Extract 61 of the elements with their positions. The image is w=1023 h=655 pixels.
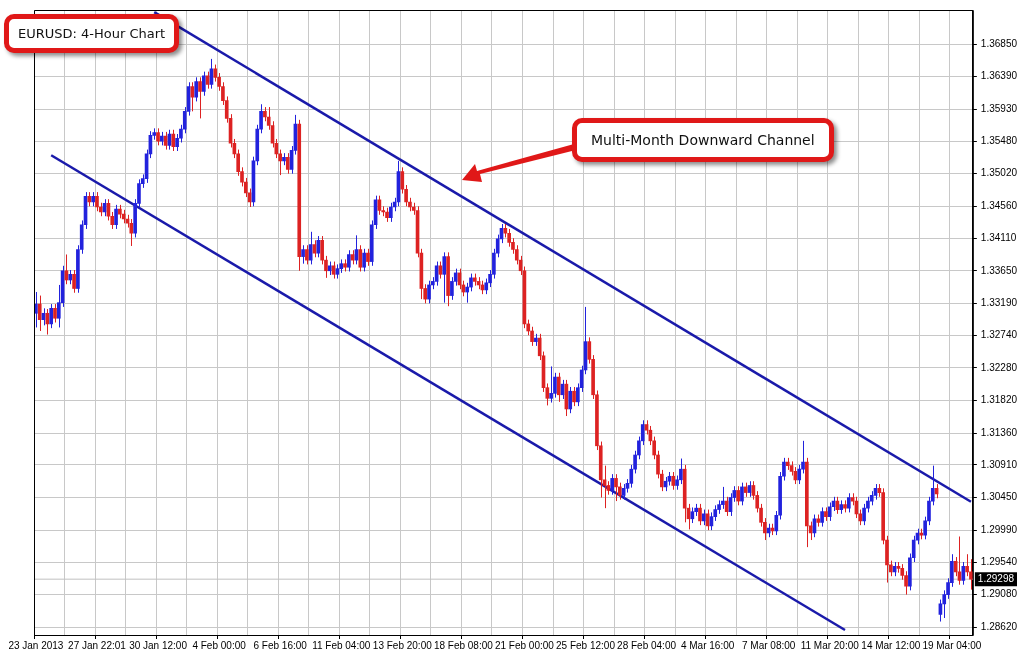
- x-tick-label: 25 Feb 12:00: [556, 639, 616, 651]
- x-tick-label: 27 Jan 22:01: [68, 639, 127, 651]
- x-tick-label: 23 Jan 2013: [8, 639, 64, 651]
- x-tick-label: 14 Mar 12:00: [861, 639, 921, 651]
- x-tick-label: 6 Feb 16:00: [253, 639, 308, 651]
- y-tick-label: 1.31820: [980, 394, 1018, 406]
- y-tick-label: 1.29080: [980, 588, 1018, 600]
- candlestick: [362, 248, 366, 272]
- candlestick: [202, 71, 206, 97]
- y-tick-label: 1.34110: [980, 231, 1017, 243]
- y-tick-label: 1.36850: [980, 37, 1018, 49]
- candlestick: [450, 276, 454, 301]
- candlestick: [740, 482, 744, 506]
- y-tick-label: 1.34560: [980, 200, 1018, 212]
- x-tick-label: 4 Feb 00:00: [192, 639, 247, 651]
- y-tick-label: 1.28620: [980, 620, 1018, 632]
- x-tick-label: 13 Feb 20:00: [372, 639, 433, 651]
- text: EURUSD: 4-Hour Chart: [4, 14, 180, 53]
- candlestick: [572, 386, 576, 407]
- annotation: Multi-Month Downward Channel: [572, 118, 834, 162]
- candlestick: [549, 365, 553, 404]
- y-tick-label: 1.29540: [980, 555, 1018, 567]
- candlestick: [427, 280, 431, 304]
- ref-line-label: 1.29298: [977, 572, 1015, 584]
- candlestick: [614, 473, 618, 502]
- y-tick-label: 1.32740: [980, 329, 1018, 341]
- x-tick-label: 4 Mar 16:00: [680, 639, 735, 651]
- candlestick: [301, 244, 305, 265]
- candlestick: [308, 231, 313, 265]
- candlestick: [556, 372, 561, 403]
- candlestick: [724, 496, 729, 517]
- candlestick: [961, 561, 966, 586]
- y-tick-label: 1.36390: [980, 70, 1018, 82]
- candlestick: [965, 553, 969, 577]
- candlestick: [198, 76, 202, 119]
- candlestick: [49, 303, 53, 329]
- x-tick-label: 19 Mar 04:00: [922, 639, 982, 651]
- y-tick-label: 1.32280: [980, 361, 1018, 373]
- x-tick-label: 30 Jan 12:00: [129, 639, 188, 651]
- x-tick-label: 11 Feb 04:00: [312, 639, 371, 651]
- x-tick-label: 18 Feb 08:00: [433, 639, 494, 651]
- y-tick-label: 1.35930: [980, 102, 1018, 114]
- candlestick: [37, 295, 42, 332]
- candlestick: [53, 303, 57, 323]
- x-tick-label: 21 Feb 00:00: [494, 639, 555, 651]
- x-tick-label: 11 Mar 20:00: [800, 639, 860, 651]
- y-tick-label: 1.35480: [980, 134, 1018, 146]
- y-tick-label: 1.31360: [980, 426, 1018, 438]
- candlestick: [568, 386, 573, 414]
- y-tick-label: 1.29990: [980, 523, 1018, 535]
- y-tick-label: 1.30910: [980, 458, 1018, 470]
- candlestick: [129, 218, 134, 247]
- y-tick-label: 1.33190: [980, 297, 1018, 309]
- x-tick-label: 28 Feb 04:00: [617, 639, 677, 651]
- candlestick: [305, 244, 309, 265]
- candlestick: [721, 486, 725, 510]
- y-tick-label: 1.33650: [980, 264, 1018, 276]
- candlestick: [194, 76, 199, 102]
- y-tick-label: 1.30450: [980, 491, 1018, 503]
- y-tick-label: 1.35020: [980, 167, 1018, 179]
- x-tick-label: 7 Mar 08:00: [741, 639, 796, 651]
